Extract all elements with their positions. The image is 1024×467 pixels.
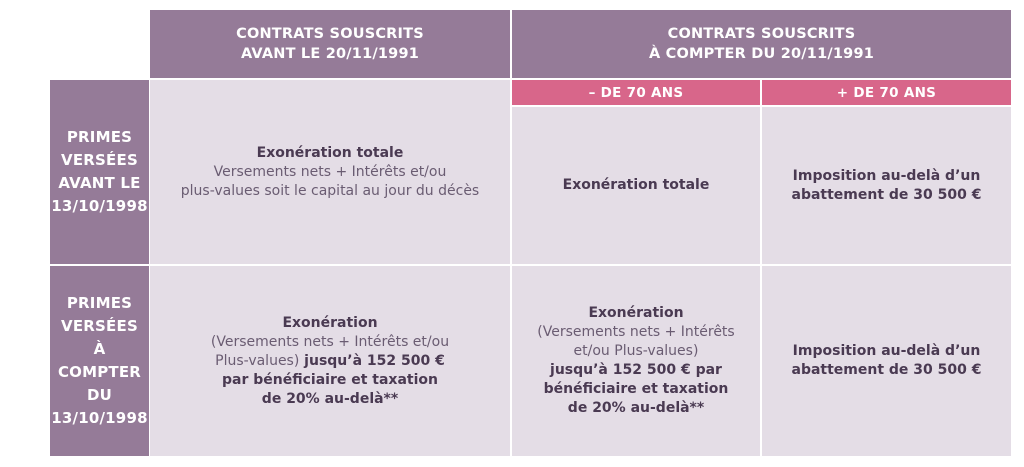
cell-r1-before-1991: Exonération totale Versements nets + Int… xyxy=(150,80,510,264)
r2c2-line3: et/ou Plus-values) xyxy=(573,343,699,359)
r1c1-title: Exonération totale xyxy=(256,144,404,161)
header-col1-line2: AVANT LE 20/11/1991 xyxy=(240,46,420,62)
cell-r2-under-70: Exonération (Versements nets + Intérêts … xyxy=(512,266,760,456)
subheader-under-70-label: – DE 70 ANS xyxy=(588,84,684,101)
r2c2-line6: de 20% au-delà** xyxy=(567,400,705,416)
row1-label-line1: PRIMES xyxy=(66,128,133,146)
cell-r1-over-70: Imposition au-delà d’un abattement de 30… xyxy=(762,107,1011,264)
r2c1-line5: de 20% au-delà** xyxy=(261,390,399,407)
row1-label-line2: VERSÉES xyxy=(61,151,138,169)
subheader-over-70: + DE 70 ANS xyxy=(762,80,1011,105)
header-contracts-before-1991: CONTRATS SOUSCRITS AVANT LE 20/11/1991 xyxy=(150,10,510,78)
r2c1-line3-bold: jusqu’à 152 500 € xyxy=(299,352,445,369)
r1c3-line1: Imposition au-delà d’un xyxy=(792,167,981,184)
r2c1-line2: (Versements nets + Intérêts et/ou xyxy=(210,333,450,350)
header-col2-line2: À COMPTER DU 20/11/1991 xyxy=(648,46,875,62)
r2c2-title: Exonération xyxy=(588,305,684,321)
subheader-under-70: – DE 70 ANS xyxy=(512,80,760,105)
r2c1-title: Exonération xyxy=(282,314,378,331)
r1c1-line2: Versements nets + Intérêts et/ou xyxy=(213,163,447,180)
row2-label-line1: PRIMES xyxy=(66,294,133,312)
r2c2-line5: bénéficiaire et taxation xyxy=(543,381,729,397)
r2c1-line3-normal: Plus-values) xyxy=(215,352,300,369)
r2c3-line2: abattement de 30 500 € xyxy=(791,362,982,378)
cell-r1-under-70: Exonération totale xyxy=(512,107,760,264)
cell-r2-over-70: Imposition au-delà d’un abattement de 30… xyxy=(762,266,1011,456)
r2c1-line4: par bénéficiaire et taxation xyxy=(222,371,438,388)
row-header-from-1998: PRIMES VERSÉES À COMPTER DU 13/10/1998 xyxy=(50,266,149,456)
header-col1-line1: CONTRATS SOUSCRITS xyxy=(236,26,424,42)
row2-label-line2: VERSÉES xyxy=(61,317,138,335)
row2-label-line3: À COMPTER xyxy=(57,340,142,381)
r1c3-line2: abattement de 30 500 € xyxy=(791,186,982,203)
row-header-before-1998: PRIMES VERSÉES AVANT LE 13/10/1998 xyxy=(50,80,149,264)
r1c1-line3: plus-values soit le capital au jour du d… xyxy=(180,182,480,199)
header-contracts-from-1991: CONTRATS SOUSCRITS À COMPTER DU 20/11/19… xyxy=(512,10,1011,78)
row1-label-line4: 13/10/1998 xyxy=(51,197,148,215)
row1-label-line3: AVANT LE xyxy=(58,174,141,192)
r2c2-line2: (Versements nets + Intérêts xyxy=(537,324,735,340)
r2c2-line4: jusqu’à 152 500 € par xyxy=(550,362,722,378)
row2-label-line4: DU 13/10/1998 xyxy=(51,386,148,427)
r2c3-line1: Imposition au-delà d’un xyxy=(792,343,981,359)
subheader-over-70-label: + DE 70 ANS xyxy=(836,84,937,101)
header-col2-line1: CONTRATS SOUSCRITS xyxy=(667,26,856,42)
r2c1-line3: Plus-values) jusqu’à 152 500 € xyxy=(215,352,445,371)
r1c2-text: Exonération totale xyxy=(562,177,710,193)
cell-r2-before-1991: Exonération (Versements nets + Intérêts … xyxy=(150,266,510,456)
